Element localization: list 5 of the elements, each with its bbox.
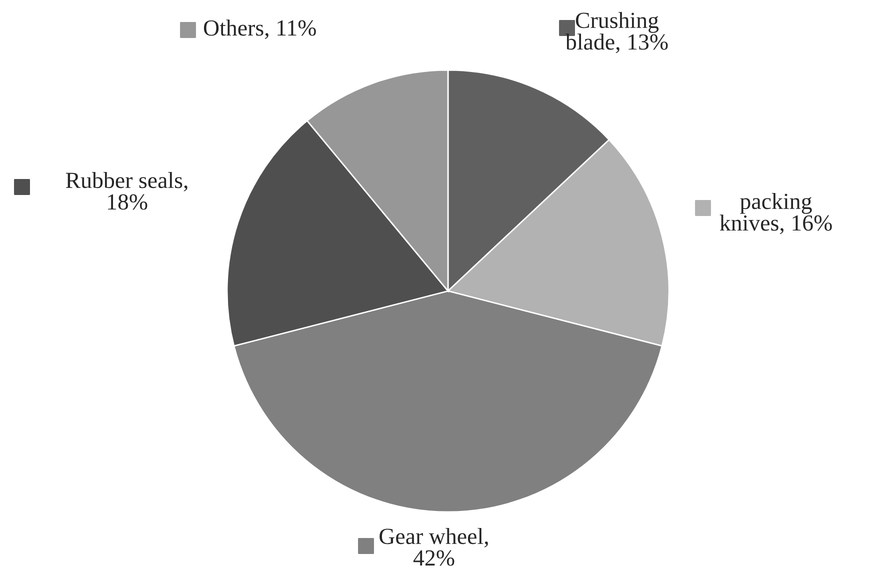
legend-label: Others, 11% — [204, 20, 316, 40]
legend-label: Crushing blade, 13% — [565, 12, 668, 54]
legend-label: Gear wheel, 42% — [380, 528, 488, 566]
legend-label: packing knives, 16% — [720, 193, 832, 234]
legend-label: Rubber seals, 18% — [66, 172, 188, 210]
